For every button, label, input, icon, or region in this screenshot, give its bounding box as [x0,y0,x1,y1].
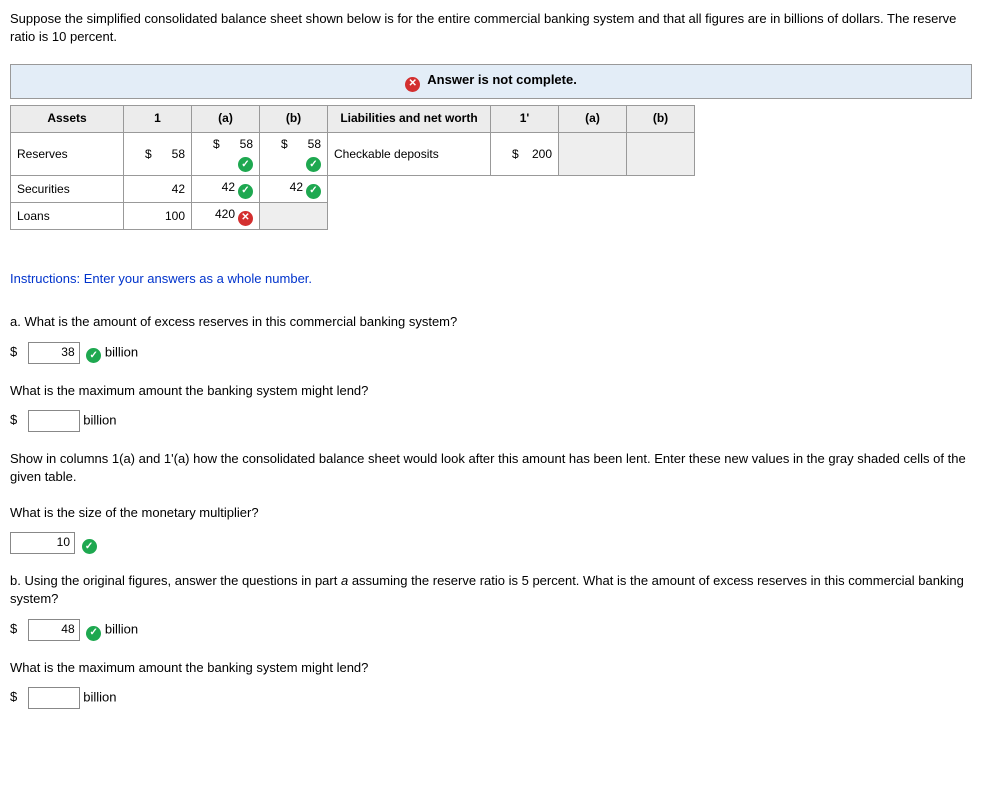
instructions: Instructions: Enter your answers as a wh… [10,270,974,288]
dollar-label: $ [10,411,24,429]
cell-1: 42 [124,176,192,203]
cell-a[interactable]: $58✓ [192,132,260,175]
x-icon: ✕ [405,77,420,92]
question-intro: Suppose the simplified consolidated bala… [10,10,974,46]
question-b2: What is the maximum amount the banking s… [10,659,974,677]
cell-b[interactable]: $58✓ [260,132,328,175]
question-a2: What is the maximum amount the banking s… [10,382,974,400]
row-securities: Securities 42 42✓ 42✓ [11,176,695,203]
th-a: (a) [192,105,260,132]
liab-b[interactable] [627,132,695,175]
liab-a[interactable] [559,132,627,175]
th-1p: 1' [491,105,559,132]
cell-a[interactable]: 420✕ [192,203,260,230]
th-liab: Liabilities and net worth [328,105,491,132]
unit: billion [105,621,138,636]
cell-a[interactable]: 42✓ [192,176,260,203]
liab-1: $200 [491,132,559,175]
th-1: 1 [124,105,192,132]
cell-1: 100 [124,203,192,230]
check-icon: ✓ [306,184,321,199]
dollar-label: $ [10,343,24,361]
question-b: b. Using the original figures, answer th… [10,572,974,608]
check-icon: ✓ [238,184,253,199]
question-a3: What is the size of the monetary multipl… [10,504,974,522]
cell-b[interactable] [260,203,328,230]
x-icon: ✕ [238,211,253,226]
answer-a3-input[interactable]: 10 [10,532,75,554]
row-reserves: Reserves $58 $58✓ $58✓ Checkable deposit… [11,132,695,175]
check-icon: ✓ [82,539,97,554]
th-assets: Assets [11,105,124,132]
row-loans: Loans 100 420✕ [11,203,695,230]
check-icon: ✓ [86,348,101,363]
answer-a-input[interactable]: 38 [28,342,80,364]
dollar-label: $ [10,688,24,706]
status-banner: ✕ Answer is not complete. [10,64,972,99]
th-ap: (a) [559,105,627,132]
th-b: (b) [260,105,328,132]
th-bp: (b) [627,105,695,132]
answer-a2-input[interactable] [28,410,80,432]
unit: billion [83,412,116,427]
check-icon: ✓ [238,157,253,172]
balance-sheet-table: Assets 1 (a) (b) Liabilities and net wor… [10,105,695,230]
cell-1: $58 [124,132,192,175]
answer-b-input[interactable]: 48 [28,619,80,641]
label: Loans [11,203,124,230]
check-icon: ✓ [86,626,101,641]
note: Show in columns 1(a) and 1'(a) how the c… [10,450,974,486]
unit: billion [83,689,116,704]
check-icon: ✓ [306,157,321,172]
answer-b2-input[interactable] [28,687,80,709]
label: Reserves [11,132,124,175]
label: Securities [11,176,124,203]
dollar-label: $ [10,620,24,638]
question-a: a. What is the amount of excess reserves… [10,313,974,331]
cell-b[interactable]: 42✓ [260,176,328,203]
liab-label: Checkable deposits [328,132,491,175]
unit: billion [105,344,138,359]
banner-text: Answer is not complete. [427,72,577,87]
